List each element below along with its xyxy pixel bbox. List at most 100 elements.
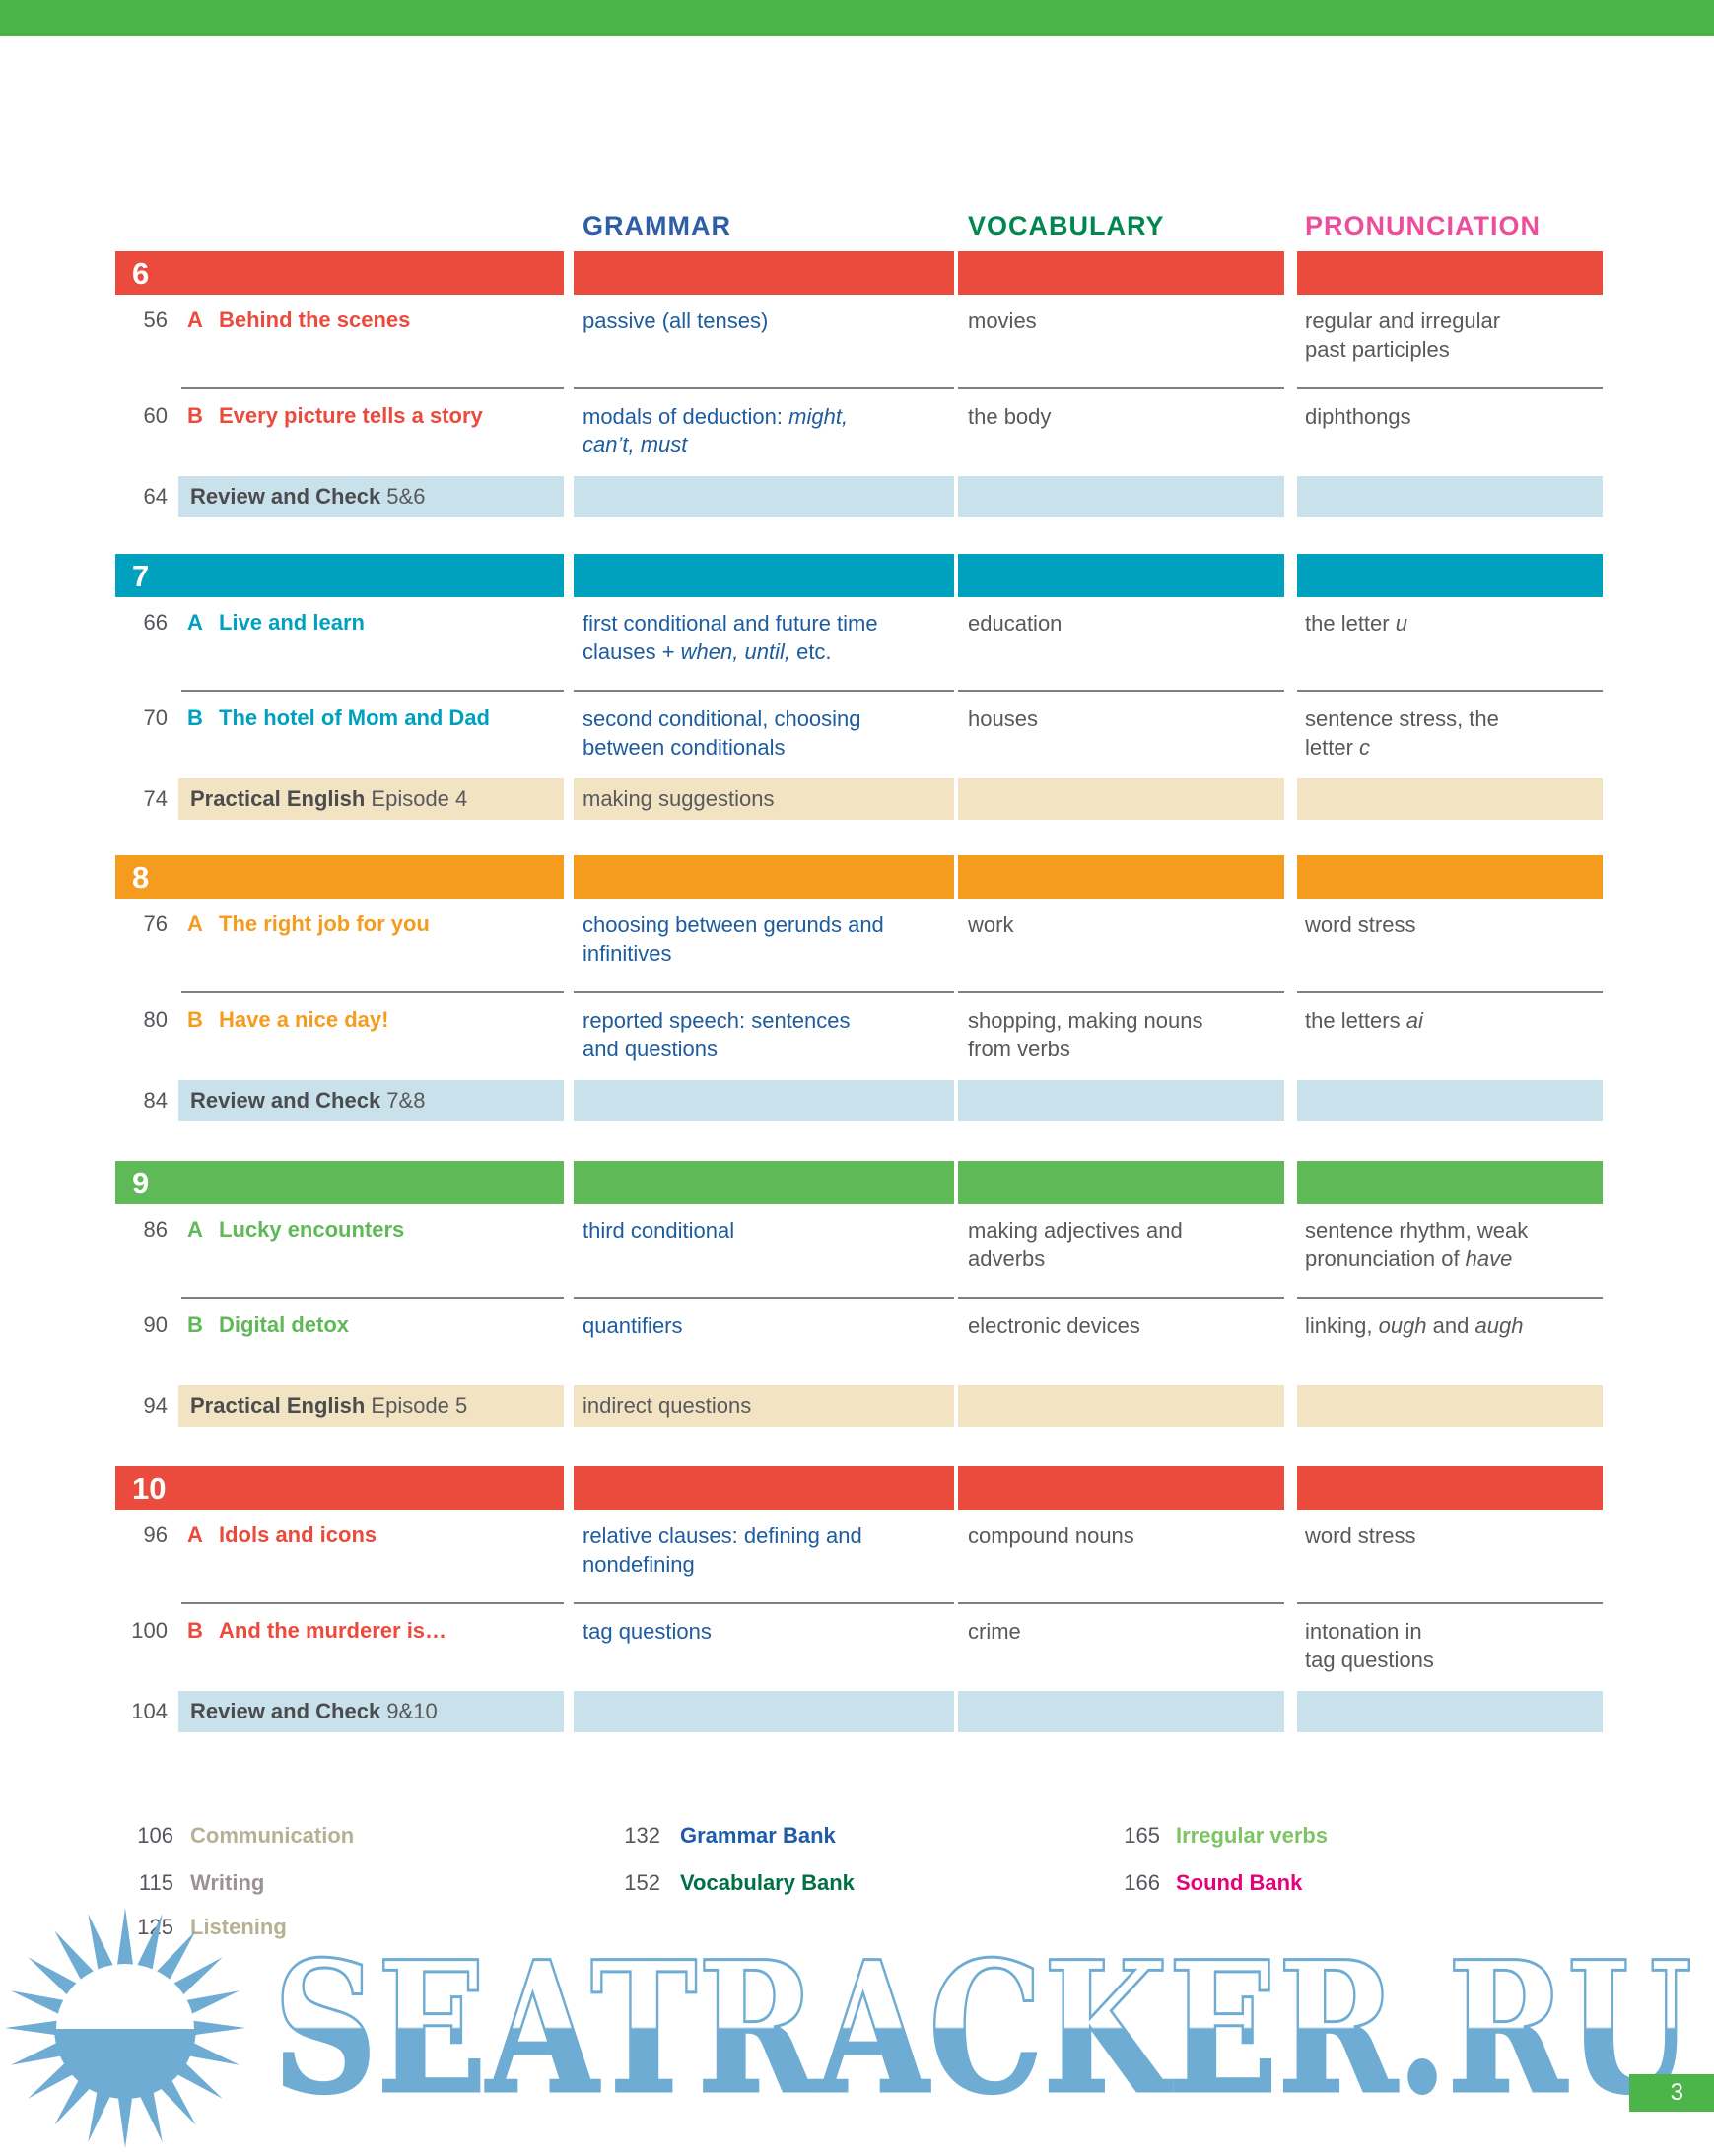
pronunciation-cell: the letters ai xyxy=(1305,1008,1423,1033)
resource-label: Sound Bank xyxy=(1176,1870,1303,1895)
page-number: 106 xyxy=(137,1823,173,1848)
vocabulary-cell: education xyxy=(968,611,1063,636)
watermark: SEATRACKER.RU xyxy=(5,1908,1694,2148)
unit-bar-title-segment: 6 xyxy=(115,251,564,295)
lesson-title: A Behind the scenes xyxy=(187,306,567,334)
footer-grammar-cell: making suggestions xyxy=(583,786,775,811)
lesson-letter: A xyxy=(187,610,203,635)
resource-item-vocabulary-bank: 152 Vocabulary Bank xyxy=(0,1870,1714,1898)
vocabulary-cell: work xyxy=(968,912,1014,937)
lesson-title: B And the murderer is… xyxy=(187,1617,567,1645)
lesson-letter: A xyxy=(187,911,203,936)
review-and-check-row: 84 Review and Check 7&8 xyxy=(0,1080,1714,1121)
unit-section-9: 9 86 A Lucky encounters third conditional… xyxy=(0,1161,1714,1464)
unit-bar-vocabulary-segment xyxy=(958,1161,1284,1204)
vocabulary-cell: electronic devices xyxy=(968,1314,1140,1338)
page-number: 125 xyxy=(137,1915,173,1939)
page-number-box: 3 xyxy=(1629,2074,1714,2112)
unit-bar-pronunciation-segment xyxy=(1297,554,1603,597)
vocabulary-cell: shopping, making nouns from verbs xyxy=(968,1008,1203,1061)
column-header-grammar: GRAMMAR xyxy=(583,211,731,240)
unit-number: 7 xyxy=(132,559,150,593)
lesson-title: B Have a nice day! xyxy=(187,1006,567,1034)
unit-number: 8 xyxy=(132,860,150,895)
resource-label: Listening xyxy=(190,1915,287,1939)
page-number: 90 xyxy=(143,1313,168,1337)
unit-bar-title-segment: 7 xyxy=(115,554,564,597)
top-accent-bar xyxy=(0,0,1714,36)
lesson-letter: B xyxy=(187,1007,203,1032)
unit-bar-pronunciation-segment xyxy=(1297,251,1603,295)
grammar-cell: reported speech: sentences and questions xyxy=(583,1008,851,1061)
lesson-title-text: Have a nice day! xyxy=(219,1007,389,1032)
page-number: 84 xyxy=(143,1088,168,1112)
pronunciation-cell: word stress xyxy=(1305,912,1416,937)
lesson-title-text: Digital detox xyxy=(219,1313,350,1337)
vocabulary-cell: compound nouns xyxy=(968,1523,1134,1548)
footer-label: Practical English Episode 4 xyxy=(190,786,468,811)
lesson-title: A Live and learn xyxy=(187,609,567,637)
pronunciation-cell: word stress xyxy=(1305,1523,1416,1548)
vocabulary-cell: houses xyxy=(968,707,1038,731)
unit-bar-vocabulary-segment xyxy=(958,251,1284,295)
footer-label: Review and Check 9&10 xyxy=(190,1699,438,1723)
unit-section-6: 6 56 A Behind the scenes passive (all ten… xyxy=(0,251,1714,555)
lesson-title-text: The hotel of Mom and Dad xyxy=(219,706,490,730)
lesson-title: A The right job for you xyxy=(187,910,567,938)
lesson-title: B The hotel of Mom and Dad xyxy=(187,705,567,732)
lesson-letter: A xyxy=(187,1217,203,1242)
page-number: 166 xyxy=(1124,1870,1160,1895)
lesson-title-text: Lucky encounters xyxy=(219,1217,405,1242)
lesson-letter: A xyxy=(187,307,203,332)
lesson-title-text: Every picture tells a story xyxy=(219,403,483,428)
lesson-letter: A xyxy=(187,1522,203,1547)
unit-bar-grammar-segment xyxy=(574,1161,954,1204)
pronunciation-cell: sentence stress, the letter c xyxy=(1305,707,1499,760)
grammar-cell: first conditional and future time clauses… xyxy=(583,611,878,664)
unit-bar-pronunciation-segment xyxy=(1297,1161,1603,1204)
lesson-title-text: Live and learn xyxy=(219,610,365,635)
unit-section-8: 8 76 A The right job for you choosing bet… xyxy=(0,855,1714,1159)
lesson-title: A Lucky encounters xyxy=(187,1216,567,1244)
pronunciation-cell: sentence rhythm, weak pronunciation of ha… xyxy=(1305,1218,1529,1271)
lesson-title-text: Idols and icons xyxy=(219,1522,377,1547)
page-number: 100 xyxy=(131,1618,168,1643)
unit-bar-vocabulary-segment xyxy=(958,1466,1284,1510)
sun-logo-icon xyxy=(5,1908,245,2148)
page-number: 56 xyxy=(143,307,168,332)
practical-english-row: 74 Practical English Episode 4 making su… xyxy=(0,778,1714,820)
lesson-title: A Idols and icons xyxy=(187,1521,567,1549)
resource-item-communication: 106 Communication xyxy=(0,1823,1714,1851)
pronunciation-cell: the letter u xyxy=(1305,611,1407,636)
footer-grammar-cell: indirect questions xyxy=(583,1393,752,1418)
unit-bar-grammar-segment xyxy=(574,1466,954,1510)
grammar-cell: relative clauses: defining and nondefinin… xyxy=(583,1523,862,1577)
unit-section-7: 7 66 A Live and learn first conditional a… xyxy=(0,554,1714,857)
page-number-value: 3 xyxy=(1670,2079,1683,2106)
resource-label: Grammar Bank xyxy=(680,1823,836,1848)
footer-label: Practical English Episode 5 xyxy=(190,1393,468,1418)
resource-item-irregular-verbs: 165 Irregular verbs xyxy=(0,1823,1714,1851)
watermark-text: SEATRACKER.RU xyxy=(273,1922,1692,2134)
page-number: 66 xyxy=(143,610,168,635)
resource-label: Communication xyxy=(190,1823,355,1848)
page-number: 64 xyxy=(143,484,168,508)
page-number: 94 xyxy=(143,1393,168,1418)
lesson-title-text: The right job for you xyxy=(219,911,430,936)
grammar-cell: modals of deduction: might, can’t, must xyxy=(583,404,849,457)
page-number: 70 xyxy=(143,706,168,730)
vocabulary-cell: crime xyxy=(968,1619,1021,1644)
page-number: 104 xyxy=(131,1699,168,1723)
grammar-cell: choosing between gerunds and infinitives xyxy=(583,912,884,966)
vocabulary-cell: making adjectives and adverbs xyxy=(968,1218,1183,1271)
page-number: 60 xyxy=(143,403,168,428)
pronunciation-cell: intonation in tag questions xyxy=(1305,1619,1434,1672)
column-header-pronunciation: PRONUNCIATION xyxy=(1305,211,1541,240)
lesson-title-text: Behind the scenes xyxy=(219,307,411,332)
unit-bar-title-segment: 8 xyxy=(115,855,564,899)
unit-bar-vocabulary-segment xyxy=(958,554,1284,597)
column-header-vocabulary: VOCABULARY xyxy=(968,211,1165,240)
resource-label: Vocabulary Bank xyxy=(680,1870,855,1895)
vocabulary-cell: movies xyxy=(968,308,1037,333)
unit-section-10: 10 96 A Idols and icons relative clauses:… xyxy=(0,1466,1714,1770)
